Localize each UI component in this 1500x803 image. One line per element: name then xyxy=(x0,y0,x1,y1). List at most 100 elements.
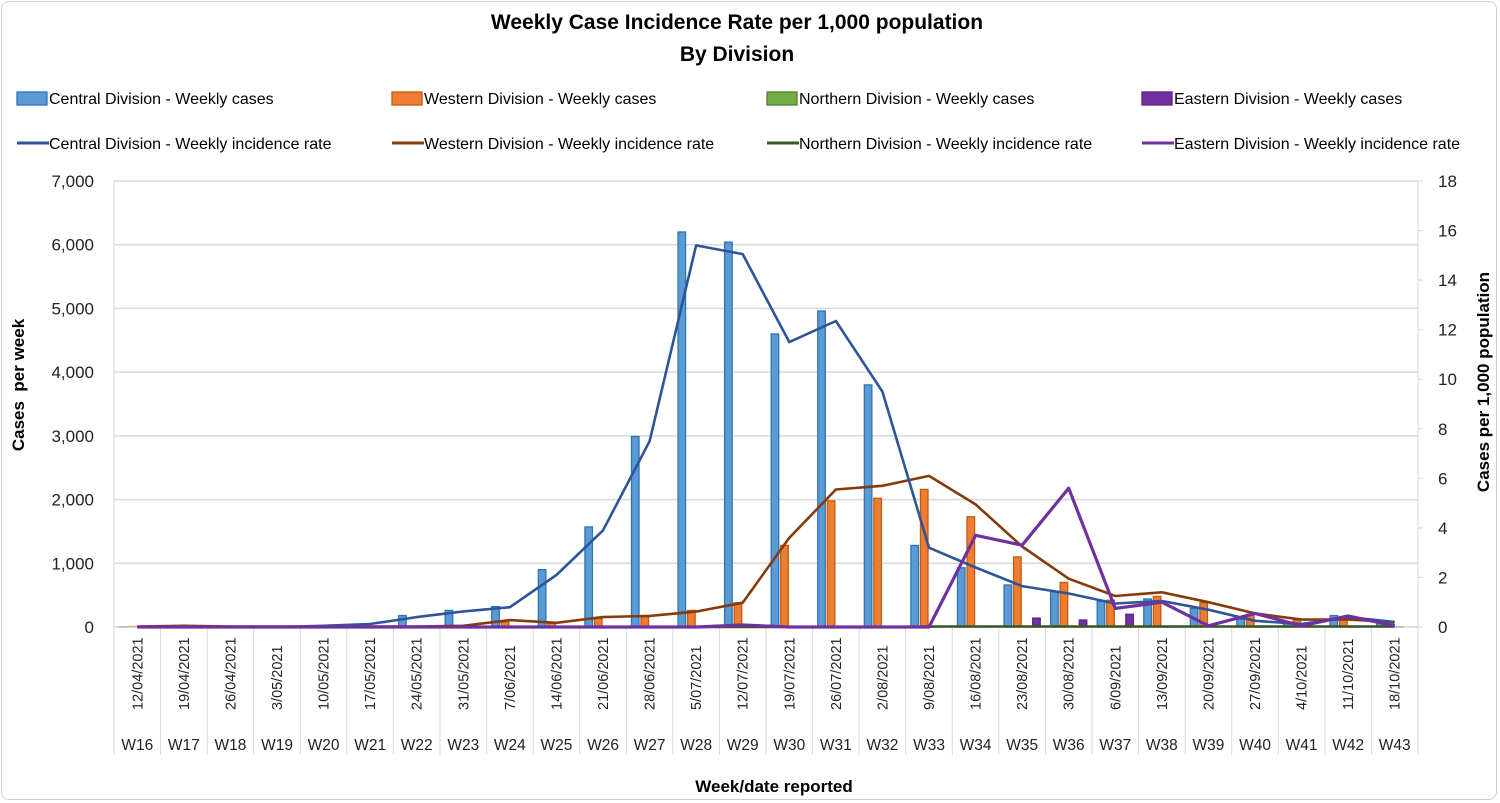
legend-item-northern-rate: Northern Division - Weekly incidence rat… xyxy=(767,136,1092,153)
bar-central-cases xyxy=(770,333,780,628)
y2-tick-label: 16 xyxy=(1438,222,1457,241)
bar-western-cases xyxy=(919,488,929,628)
week-tick-label: W35 xyxy=(1006,737,1038,754)
y2-tick-label: 12 xyxy=(1438,321,1457,340)
y-tick-label: 1,000 xyxy=(51,554,94,573)
y2-tick-label: 0 xyxy=(1438,618,1447,637)
legend-label: Western Division - Weekly cases xyxy=(424,91,656,108)
y2-axis-ticks: 0 2 4 6 8 10 12 14 16 18 xyxy=(1418,172,1457,637)
legend-swatch xyxy=(1141,91,1173,106)
bar-central-cases xyxy=(723,241,733,628)
week-tick-label: W18 xyxy=(214,737,246,754)
week-tick-label: W31 xyxy=(820,737,852,754)
category-axis: 12/04/2021 W16 19/04/2021 W17 26/04/2021 W18 3… xyxy=(113,627,1419,755)
y2-tick-label: 18 xyxy=(1438,172,1457,191)
bar-central-cases xyxy=(537,569,547,628)
date-tick-label: 27/09/2021 xyxy=(1248,637,1264,710)
y2-axis-title: Cases per 1,000 population xyxy=(1474,272,1493,492)
legend-label: Northern Division - Weekly cases xyxy=(799,91,1034,108)
legend-item-eastern-rate: Eastern Division - Weekly incidence rate xyxy=(1142,136,1460,153)
week-tick-label: W19 xyxy=(261,737,293,754)
bar-eastern-cases xyxy=(1125,613,1135,628)
y-axis-ticks: 0 1,000 2,000 3,000 4,000 5,000 6,000 7,000 xyxy=(51,172,94,637)
y2-tick-label: 6 xyxy=(1438,469,1447,488)
week-tick-label: W26 xyxy=(587,737,619,754)
bar-western-cases xyxy=(873,497,883,628)
date-tick-label: 17/05/2021 xyxy=(363,637,379,710)
y-tick-label: 6,000 xyxy=(51,236,94,255)
y-axis-title: Cases per week xyxy=(9,318,28,451)
legend-item-western-rate: Western Division - Weekly incidence rate xyxy=(392,136,714,153)
bar-central-cases xyxy=(956,567,966,628)
date-tick-label: 24/05/2021 xyxy=(410,637,426,710)
legend-label: Eastern Division - Weekly cases xyxy=(1174,91,1402,108)
y2-tick-label: 2 xyxy=(1438,568,1447,587)
date-tick-label: 30/08/2021 xyxy=(1062,637,1078,710)
week-tick-label: W30 xyxy=(773,737,805,754)
bars xyxy=(114,231,1418,628)
week-tick-label: W33 xyxy=(913,737,945,754)
legend-label: Central Division - Weekly cases xyxy=(49,91,274,108)
legend-item-central-rate: Central Division - Weekly incidence rate xyxy=(17,136,332,153)
legend-label: Western Division - Weekly incidence rate xyxy=(424,136,714,153)
line-central-rate xyxy=(137,244,1395,629)
week-tick-label: W24 xyxy=(494,737,526,754)
week-tick-label: W17 xyxy=(168,737,200,754)
week-tick-label: W23 xyxy=(447,737,479,754)
date-tick-label: 12/07/2021 xyxy=(736,637,752,710)
date-tick-label: 2/08/2021 xyxy=(875,645,891,710)
week-tick-label: W36 xyxy=(1053,737,1085,754)
date-tick-label: 19/07/2021 xyxy=(782,637,798,710)
bar-central-cases xyxy=(863,384,873,628)
legend-label: Central Division - Weekly incidence rate xyxy=(49,136,332,153)
week-tick-label: W41 xyxy=(1286,737,1318,754)
y-tick-label: 7,000 xyxy=(51,172,94,191)
date-tick-label: 9/08/2021 xyxy=(922,645,938,710)
week-tick-label: W21 xyxy=(354,737,386,754)
week-tick-label: W40 xyxy=(1239,737,1271,754)
y2-tick-label: 10 xyxy=(1438,370,1457,389)
bar-western-cases xyxy=(733,602,743,628)
week-tick-label: W16 xyxy=(121,737,153,754)
bar-central-cases xyxy=(1096,600,1106,628)
legend-label: Northern Division - Weekly incidence rat… xyxy=(799,136,1092,153)
date-tick-label: 3/05/2021 xyxy=(270,645,286,710)
legend-item-western-cases: Western Division - Weekly cases xyxy=(391,91,656,108)
y2-tick-label: 4 xyxy=(1438,519,1447,538)
date-tick-label: 12/04/2021 xyxy=(130,637,146,710)
week-tick-label: W32 xyxy=(866,737,898,754)
y-tick-label: 0 xyxy=(85,618,94,637)
week-tick-label: W37 xyxy=(1099,737,1131,754)
bar-central-cases xyxy=(1003,584,1013,628)
date-tick-label: 21/06/2021 xyxy=(596,637,612,710)
date-tick-label: 20/09/2021 xyxy=(1201,637,1217,710)
date-tick-label: 19/04/2021 xyxy=(177,637,193,710)
bar-western-cases xyxy=(826,500,836,628)
y2-tick-label: 8 xyxy=(1438,420,1447,439)
week-tick-label: W20 xyxy=(308,737,340,754)
legend-label: Eastern Division - Weekly incidence rate xyxy=(1174,136,1460,153)
gridlines xyxy=(113,180,1419,628)
legend-swatch xyxy=(16,91,48,106)
chart-subtitle: By Division xyxy=(680,43,794,66)
date-tick-label: 16/08/2021 xyxy=(969,637,985,710)
legend: Central Division - Weekly cases Western D… xyxy=(16,91,1460,153)
legend-item-eastern-cases: Eastern Division - Weekly cases xyxy=(1141,91,1402,108)
bar-central-cases xyxy=(1049,590,1059,628)
week-tick-label: W22 xyxy=(401,737,433,754)
date-tick-label: 13/09/2021 xyxy=(1155,637,1171,710)
date-tick-label: 14/06/2021 xyxy=(549,637,565,710)
bar-western-cases xyxy=(1012,556,1022,628)
week-tick-label: W39 xyxy=(1192,737,1224,754)
date-tick-label: 23/08/2021 xyxy=(1015,637,1031,710)
week-tick-label: W27 xyxy=(634,737,666,754)
week-tick-label: W25 xyxy=(540,737,572,754)
legend-item-northern-cases: Northern Division - Weekly cases xyxy=(766,91,1034,108)
date-tick-label: 10/05/2021 xyxy=(317,637,333,710)
date-tick-label: 26/04/2021 xyxy=(223,637,239,710)
bar-western-cases xyxy=(966,516,976,628)
week-tick-label: W28 xyxy=(680,737,712,754)
legend-swatch xyxy=(391,91,423,106)
